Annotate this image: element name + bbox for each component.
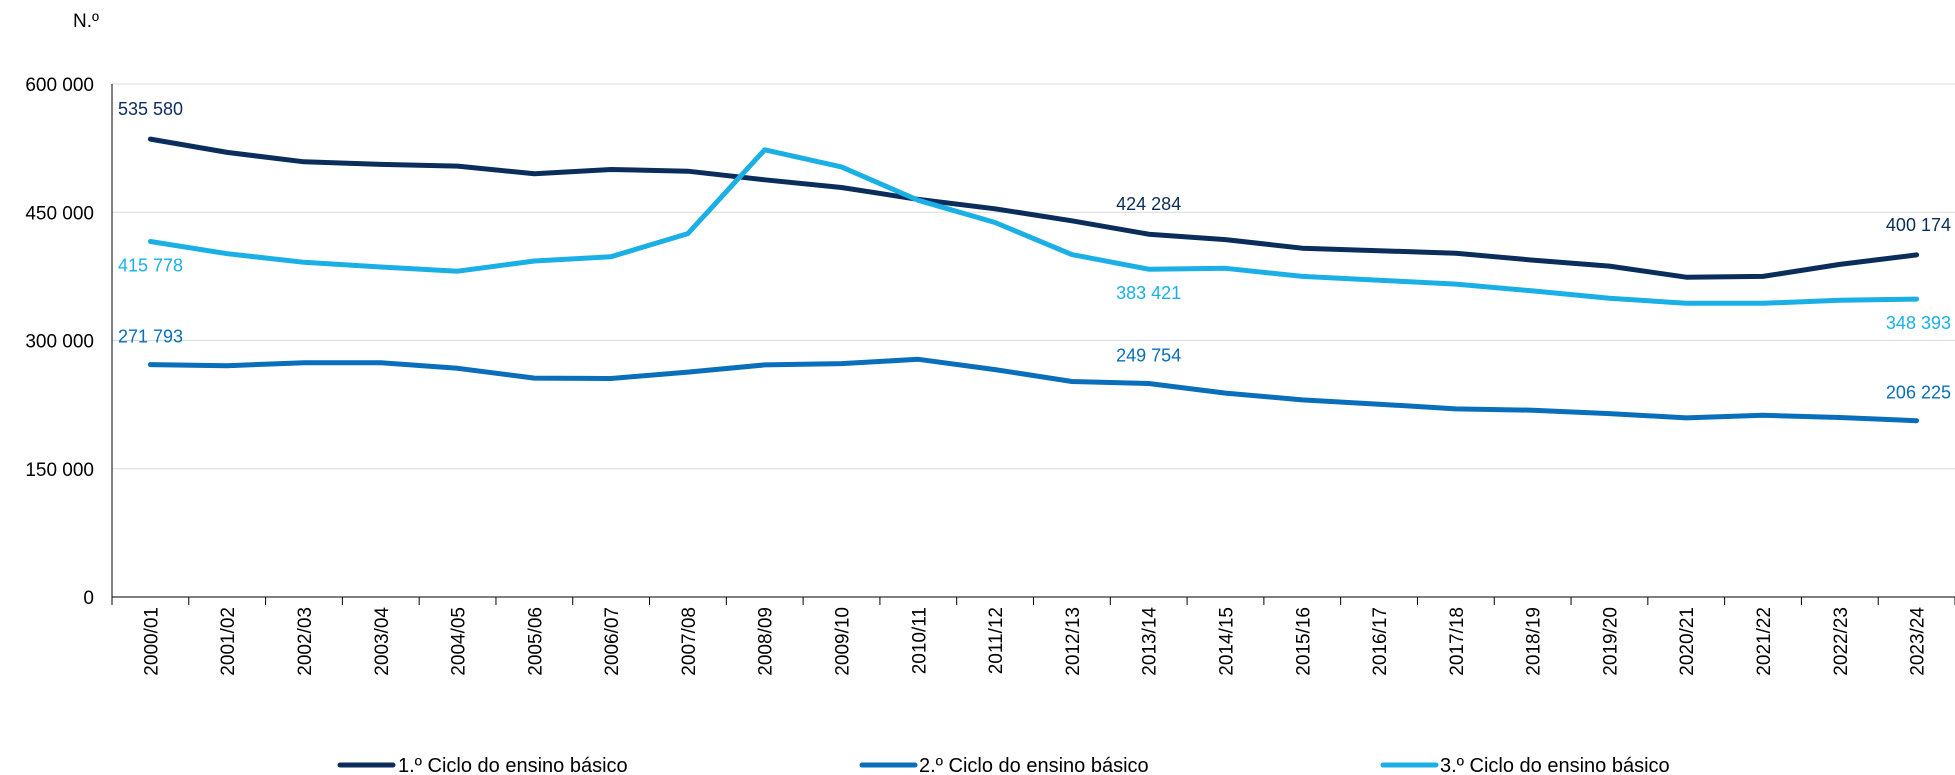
- x-tick-label: 2001/02: [218, 607, 239, 676]
- x-tick-label: 2013/14: [1140, 607, 1161, 676]
- x-tick-label: 2005/06: [525, 607, 546, 676]
- data-label: 400 174: [1886, 215, 1951, 235]
- legend-label-1: 1.º Ciclo do ensino básico: [398, 755, 628, 775]
- x-tick-label: 2016/17: [1370, 607, 1391, 676]
- legend-label-2: 2.º Ciclo do ensino básico: [919, 755, 1149, 775]
- x-tick-label: 2008/09: [756, 607, 777, 676]
- x-tick-label: 2002/03: [295, 607, 316, 676]
- x-tick-label: 2003/04: [372, 607, 393, 676]
- series-lines: [147, 136, 1920, 424]
- data-label: 271 793: [118, 327, 183, 347]
- series-line-3: [147, 147, 1920, 306]
- x-tick-label: 2006/07: [602, 607, 623, 676]
- legend-label-3: 3.º Ciclo do ensino básico: [1440, 755, 1670, 775]
- series-line-2: [147, 356, 1920, 424]
- series-line-1: [147, 136, 1920, 280]
- y-tick-label: 600 000: [25, 75, 94, 96]
- axes: [111, 84, 1955, 605]
- x-tick-label: 2021/22: [1754, 607, 1775, 676]
- x-tick-label: 2011/12: [986, 607, 1007, 674]
- data-labels: 535 580 424 284 400 174 271 793 249 754 206 2…: [118, 99, 1951, 403]
- x-tick-label: 2023/24: [1908, 607, 1929, 676]
- x-tick-label: 2022/23: [1831, 607, 1852, 676]
- x-tick-label: 2010/11: [909, 607, 930, 674]
- x-tick-label: 2000/01: [141, 607, 162, 676]
- data-label: 424 284: [1116, 194, 1181, 214]
- y-tick-label: 150 000: [25, 460, 94, 481]
- x-tick-label: 2009/10: [833, 607, 854, 676]
- data-label: 383 421: [1116, 283, 1181, 303]
- gridlines: [112, 83, 1955, 470]
- legend: 1.º Ciclo do ensino básico 2.º Ciclo do …: [337, 755, 1670, 775]
- y-tick-labels: 0 150 000 300 000 450 000 600 000: [25, 75, 94, 609]
- x-tick-label: 2019/20: [1600, 607, 1621, 676]
- x-tick-label: 2014/15: [1216, 607, 1237, 676]
- x-tick-label: 2015/16: [1293, 607, 1314, 676]
- data-label: 415 778: [118, 256, 183, 276]
- x-tick-label: 2004/05: [449, 607, 470, 676]
- y-unit-label: N.º: [73, 11, 99, 32]
- data-label: 206 225: [1886, 383, 1951, 403]
- y-tick-label: 450 000: [25, 203, 94, 224]
- y-tick-label: 0: [83, 588, 94, 609]
- x-tick-labels: 2000/01 2001/02 2002/03 2003/04 2004/05 2005/…: [141, 607, 1928, 676]
- data-label: 249 754: [1116, 345, 1181, 365]
- x-tick-label: 2020/21: [1677, 607, 1698, 676]
- x-tick-label: 2018/19: [1524, 607, 1545, 676]
- data-label: 348 393: [1886, 313, 1951, 333]
- y-tick-label: 300 000: [25, 332, 94, 353]
- x-tick-label: 2007/08: [679, 607, 700, 676]
- data-label: 535 580: [118, 99, 183, 119]
- x-tick-label: 2017/18: [1447, 607, 1468, 676]
- x-tick-label: 2012/13: [1063, 607, 1084, 676]
